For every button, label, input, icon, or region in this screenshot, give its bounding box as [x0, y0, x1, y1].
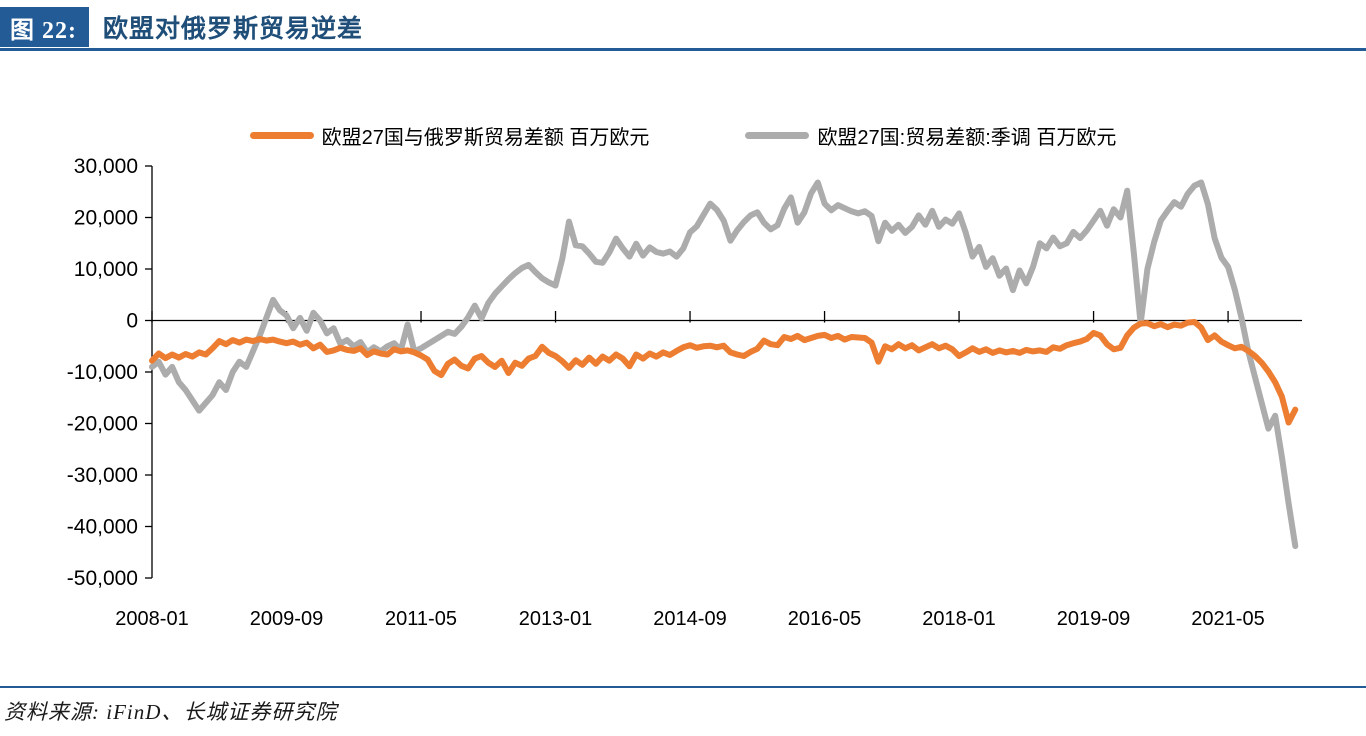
x-tick-label: 2008-01	[115, 608, 188, 630]
series-line	[149, 319, 1299, 426]
y-tick-label-negative: -20,000	[67, 413, 138, 436]
x-tick-label: 2021-05	[1191, 608, 1264, 630]
legend-item-eu-russia-balance: 欧盟27国与俄罗斯贸易差额 百万欧元	[249, 121, 650, 150]
x-tick-label: 2018-01	[922, 608, 995, 630]
series-line	[149, 179, 1299, 550]
y-tick-label: 30,000	[74, 155, 138, 178]
figure-number-badge: 图 22:	[0, 7, 89, 47]
y-tick-label-negative: -10,000	[67, 361, 138, 384]
x-axis-labels: 2008-01 2009-09 2011-05 2013-01 2014-09 …	[115, 608, 1264, 630]
chart-legend: 欧盟27国与俄罗斯贸易差额 百万欧元 欧盟27国:贸易差额:季调 百万欧元	[0, 121, 1366, 150]
y-tick-label: 10,000	[74, 258, 138, 281]
y-tick-label-negative: -50,000	[67, 567, 138, 590]
header-divider	[0, 48, 1366, 51]
x-tick-label: 2019-09	[1057, 608, 1130, 630]
legend-item-eu-total-balance-sa: 欧盟27国:贸易差额:季调 百万欧元	[745, 121, 1116, 150]
y-tick-label: 0	[126, 310, 138, 333]
x-tick-label: 2009-09	[250, 608, 323, 630]
x-tick-label: 2013-01	[519, 608, 592, 630]
figure-header: 图 22: 欧盟对俄罗斯贸易逆差	[0, 7, 363, 47]
chart-axes	[145, 165, 1302, 579]
legend-label-eu-total-balance-sa: 欧盟27国:贸易差额:季调 百万欧元	[817, 127, 1117, 149]
x-tick-label: 2011-05	[385, 608, 457, 630]
footer-divider	[0, 686, 1366, 688]
y-axis-labels: 30,000 20,000 10,000 0 -10,000 -20,000 -…	[67, 155, 138, 590]
x-tick-label: 2016-05	[788, 608, 861, 630]
x-tick-label: 2014-09	[653, 608, 726, 630]
y-tick-label-negative: -40,000	[67, 516, 138, 539]
y-tick-label-negative: -30,000	[67, 464, 138, 487]
orange-line-swatch-icon	[249, 132, 314, 139]
y-tick-label: 20,000	[74, 207, 138, 230]
figure-title: 欧盟对俄罗斯贸易逆差	[103, 16, 364, 43]
gray-line-swatch-icon	[745, 132, 810, 139]
legend-label-eu-russia-balance: 欧盟27国与俄罗斯贸易差额 百万欧元	[321, 127, 650, 149]
chart-series-lines	[149, 179, 1299, 550]
source-note: 资料来源: iFinD、长城证券研究院	[4, 700, 338, 724]
